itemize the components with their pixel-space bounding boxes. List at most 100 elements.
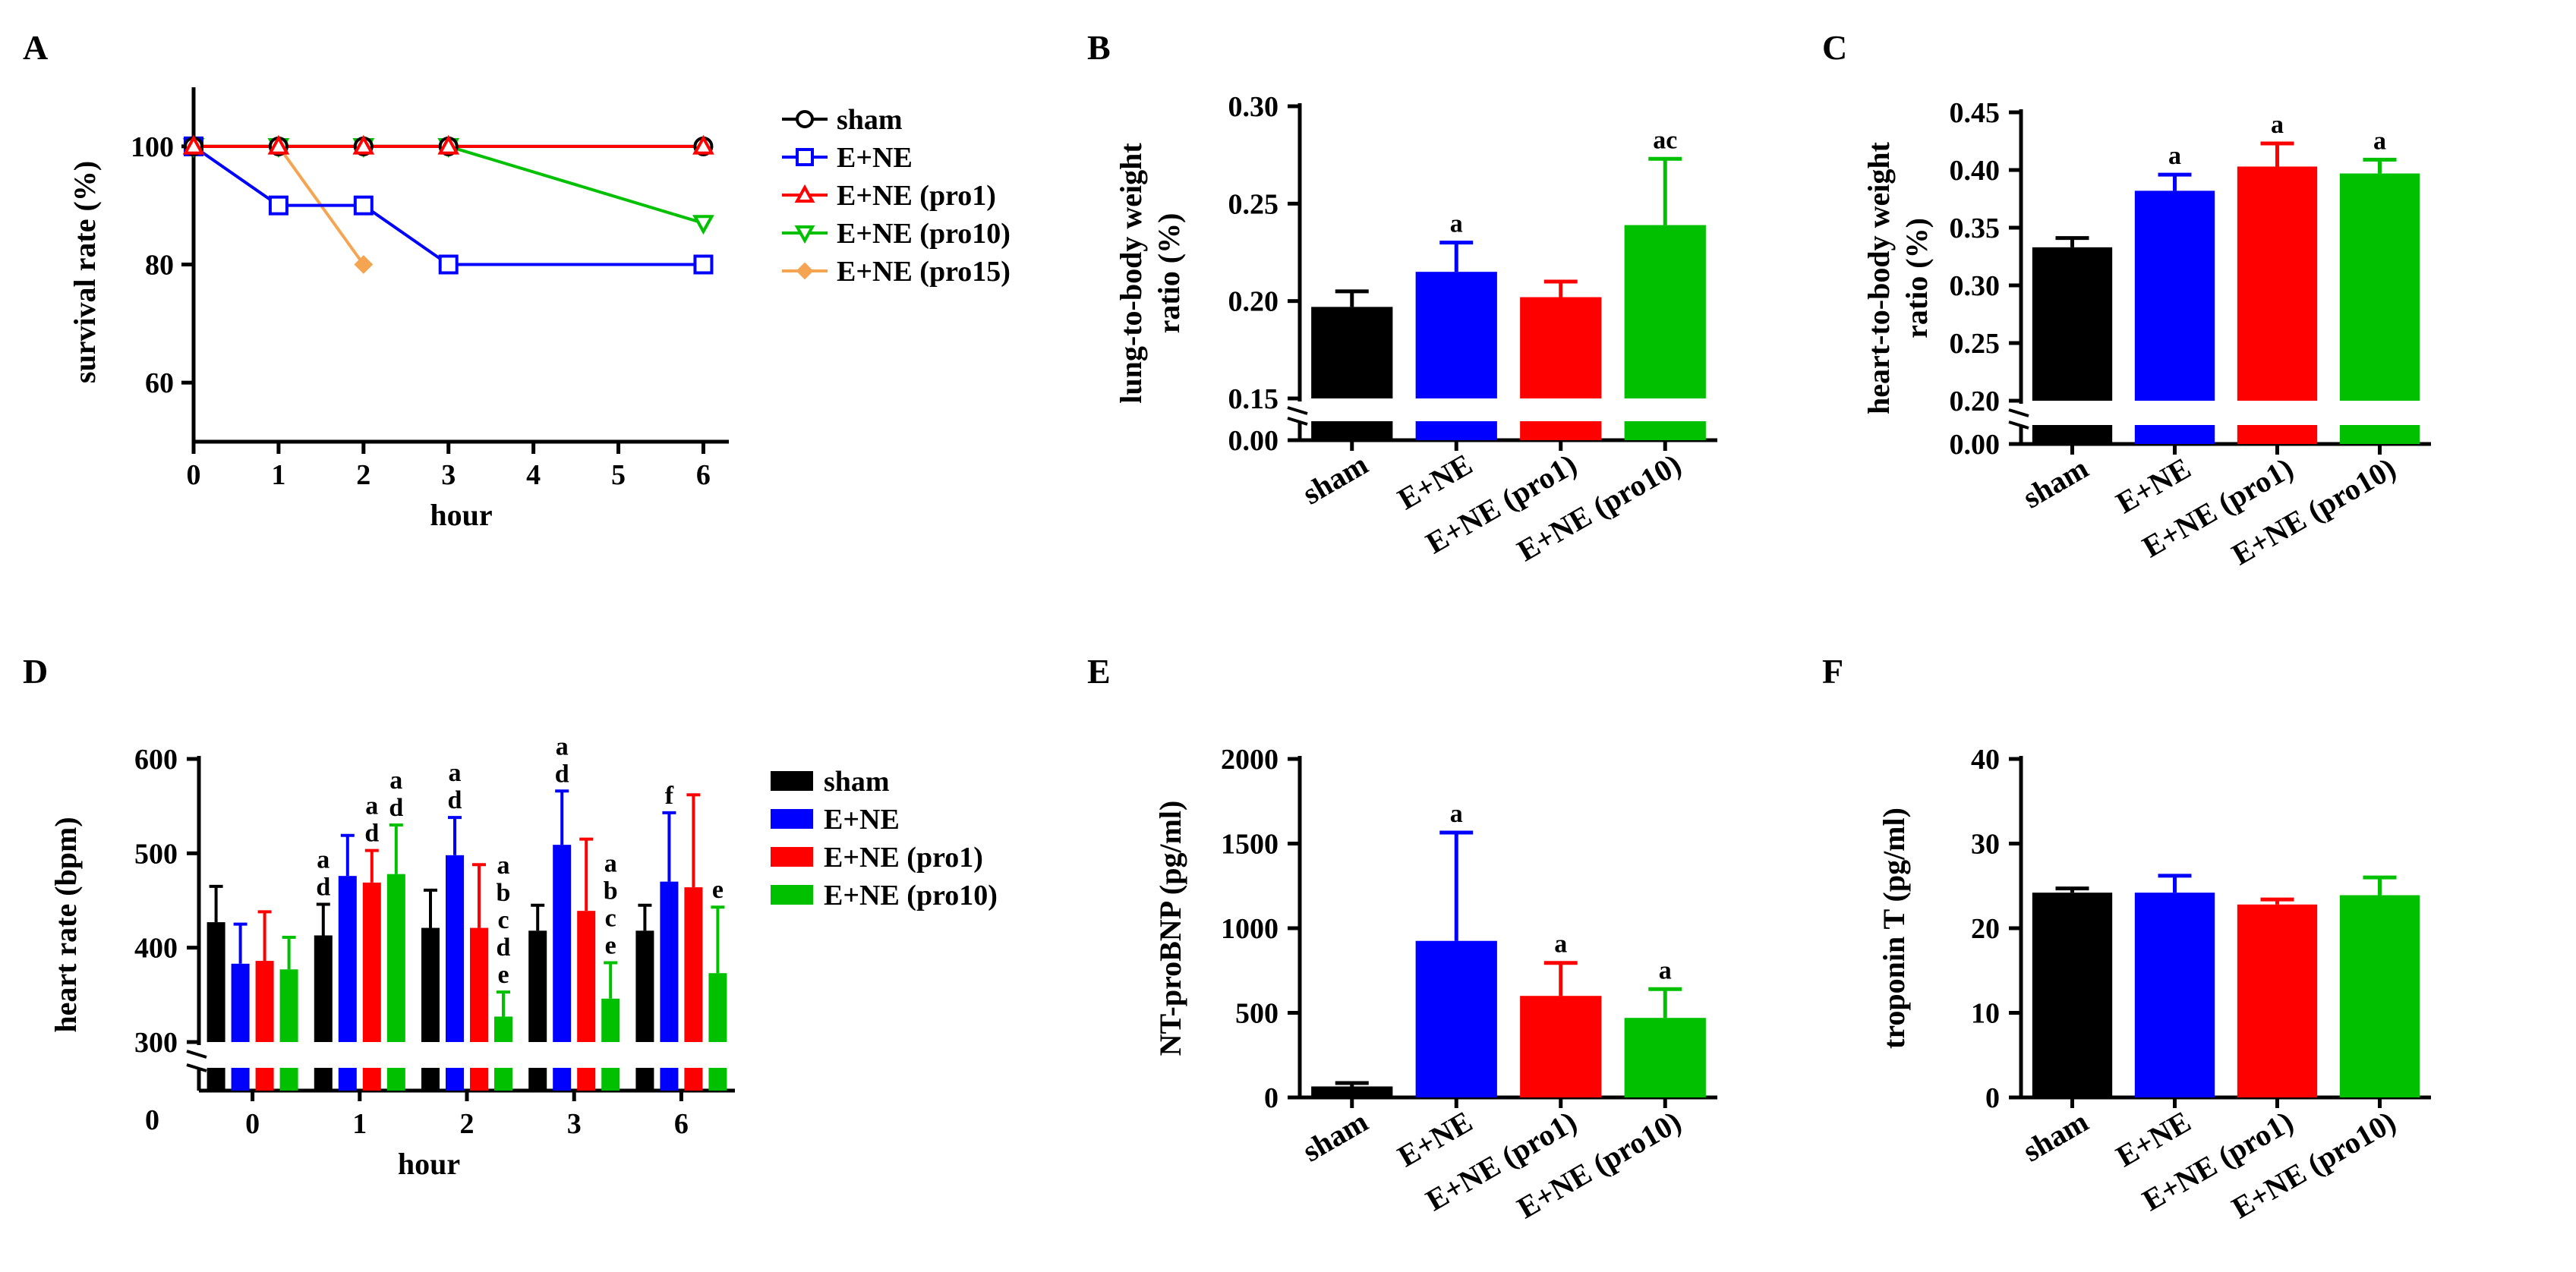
bar-lower-segment xyxy=(494,1068,512,1091)
x-tick-label: sham xyxy=(1297,1104,1373,1169)
data-point xyxy=(352,134,375,155)
bar xyxy=(684,887,703,1042)
significance-label: d xyxy=(448,786,462,814)
significance-label: a xyxy=(317,845,329,874)
bar xyxy=(1415,272,1497,398)
legend-label: E+NE (pro1) xyxy=(837,180,996,212)
axis-break-mark xyxy=(1287,417,1308,426)
x-tick-label: sham xyxy=(2017,451,2094,515)
significance-label: a xyxy=(2168,142,2181,170)
y-tick-label: 0 xyxy=(1264,1082,1279,1114)
legend-swatch xyxy=(771,771,813,791)
significance-label: ac xyxy=(1653,126,1677,154)
x-axis-label: hour xyxy=(398,1147,460,1181)
bar-lower-segment xyxy=(231,1068,250,1091)
axis-break-mark xyxy=(1287,406,1308,415)
bar-lower-segment xyxy=(338,1068,357,1091)
y-tick-label: 80 xyxy=(145,250,174,282)
bar xyxy=(1624,225,1706,398)
bar xyxy=(2237,166,2318,401)
bar-lower-segment xyxy=(255,1068,274,1091)
legend-marker xyxy=(794,184,815,203)
x-tick-label: 4 xyxy=(526,459,541,491)
bar xyxy=(577,911,596,1042)
bar-lower-segment xyxy=(279,1068,298,1091)
bar-lower-segment xyxy=(528,1068,547,1091)
bar xyxy=(2339,173,2420,401)
y-tick-label: 0.15 xyxy=(1228,383,1279,415)
y-tick-label: 0.35 xyxy=(1950,213,2001,244)
y-tick-label: 0.00 xyxy=(1950,429,2001,461)
axis-break-mark xyxy=(2008,420,2029,430)
legend-label: E+NE (pro10) xyxy=(824,880,998,911)
bar xyxy=(279,969,298,1042)
panel-label-d: D xyxy=(23,652,48,691)
bar xyxy=(470,927,488,1042)
y-tick-label: 40 xyxy=(1971,744,2000,776)
legend-swatch xyxy=(771,809,813,829)
bar xyxy=(421,927,440,1042)
legend-label: E+NE (pro1) xyxy=(824,842,983,874)
axis-break-mark xyxy=(186,1050,207,1059)
bar-lower-segment xyxy=(1415,421,1497,440)
data-point xyxy=(354,255,374,274)
y-tick-label: 500 xyxy=(134,838,178,870)
y-tick-label: 0.25 xyxy=(1228,188,1279,220)
data-point xyxy=(437,134,460,155)
significance-label: a xyxy=(497,852,510,880)
bar xyxy=(231,963,250,1042)
bar-lower-segment xyxy=(207,1068,225,1091)
bar xyxy=(2134,893,2215,1097)
bar-lower-segment xyxy=(601,1068,620,1091)
y-tick-label: 0.20 xyxy=(1950,386,2001,417)
bar-lower-segment xyxy=(2134,425,2215,444)
significance-label: b xyxy=(604,877,618,905)
y-axis-label: NT-proBNP (pg/ml) xyxy=(1153,801,1187,1056)
significance-label: e xyxy=(497,961,509,989)
significance-label: a xyxy=(449,759,462,787)
bar-lower-segment xyxy=(684,1068,703,1091)
significance-label: a xyxy=(1450,210,1463,238)
y-tick-label: 0.20 xyxy=(1228,286,1279,318)
bar-lower-segment xyxy=(362,1068,381,1091)
data-point xyxy=(267,134,290,155)
significance-label: c xyxy=(497,906,509,934)
bar xyxy=(1311,1086,1393,1097)
y-tick-label: 2000 xyxy=(1221,744,1279,776)
y-tick-label: 400 xyxy=(134,933,178,965)
bar-lower-segment xyxy=(2032,425,2113,444)
panel-label-e: E xyxy=(1087,652,1111,691)
y-tick-label: 0.25 xyxy=(1950,328,2001,360)
bar xyxy=(446,855,464,1042)
significance-label: d xyxy=(497,934,511,962)
panel-c-heart-weight-chart: C 0.000.200.250.300.350.400.45shamaE+NEa… xyxy=(1822,28,2431,571)
x-tick-label: 5 xyxy=(611,459,626,491)
y-tick-label: 60 xyxy=(145,367,174,399)
y-tick-label: 0.30 xyxy=(1950,270,2001,302)
bar xyxy=(494,1016,512,1042)
x-tick-label: 6 xyxy=(674,1108,689,1140)
bar-lower-segment xyxy=(470,1068,488,1091)
bar xyxy=(2237,904,2318,1097)
y-axis-label: survival rate (%) xyxy=(68,161,102,383)
y-tick-label: 30 xyxy=(1971,829,2000,861)
y-tick-label: 0 xyxy=(145,1104,159,1136)
data-point xyxy=(353,195,374,216)
bar-lower-segment xyxy=(635,1068,654,1091)
bar-lower-segment xyxy=(2339,425,2420,444)
legend-label: E+NE (pro15) xyxy=(837,256,1011,288)
y-tick-label: 1000 xyxy=(1221,913,1279,945)
bar-lower-segment xyxy=(2237,425,2318,444)
legend-marker xyxy=(796,110,814,128)
x-axis-label: hour xyxy=(430,498,492,532)
x-tick-label: 1 xyxy=(271,459,285,491)
data-point xyxy=(692,134,714,155)
significance-label: a xyxy=(1554,930,1567,959)
data-point xyxy=(268,195,288,216)
x-tick-label: 0 xyxy=(187,459,201,491)
data-point xyxy=(182,134,205,155)
x-tick-label: 3 xyxy=(567,1108,582,1140)
y-axis-label: lung-to-body weight xyxy=(1114,143,1148,404)
bar-lower-segment xyxy=(421,1068,440,1091)
